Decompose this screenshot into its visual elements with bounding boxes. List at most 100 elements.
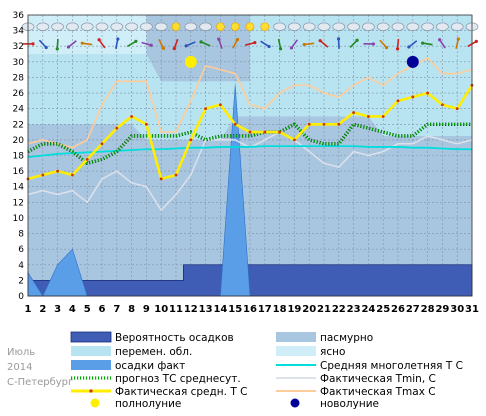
- legend-swatch-overcast: [276, 332, 316, 342]
- wind-arrow-head-icon-day-5: [80, 41, 84, 45]
- fact-mean-point-14: [219, 103, 222, 107]
- fact-mean-point-18: [278, 130, 281, 134]
- wind-arrow-head-icon-day-26: [395, 47, 400, 51]
- cloud-icon-day-2: [36, 22, 50, 31]
- series-line-longterm-mean: [27, 145, 472, 158]
- y-tick-label-6: 6: [18, 245, 24, 255]
- y-tick-label-0: 0: [18, 292, 24, 302]
- cloud-icon-day-6: [95, 22, 109, 31]
- cloud-icon-day-19: [288, 22, 301, 31]
- x-tick-label-14: 14: [213, 304, 227, 315]
- x-tick-label-3: 3: [54, 304, 61, 315]
- wind-arrow-icon-day-6: [98, 39, 106, 49]
- x-tick-label-7: 7: [113, 304, 120, 315]
- x-tick-label-15: 15: [228, 304, 242, 315]
- cloud-icon-day-20: [302, 22, 316, 31]
- fact-mean-point-21: [322, 122, 326, 126]
- y-tick-label-32: 32: [13, 42, 24, 52]
- x-tick-label-29: 29: [435, 304, 449, 315]
- fact-mean-point-11: [174, 173, 178, 177]
- wind-arrow-head-icon-day-15: [235, 37, 240, 42]
- y-tick-label-28: 28: [13, 73, 25, 83]
- wind-arrow-head-icon-day-8: [134, 39, 138, 43]
- x-tick-label-20: 20: [302, 304, 316, 315]
- fact-mean-point-23: [352, 111, 355, 114]
- caption-year: 2014: [7, 362, 32, 373]
- marker-full-moon: [184, 55, 197, 68]
- fact-mean-point-6: [100, 142, 104, 146]
- fact-mean-point-17: [263, 130, 267, 134]
- wind-arrow-icon-day-3: [56, 38, 59, 49]
- wind-arrow-icon-day-27: [408, 40, 418, 48]
- fact-mean-point-24: [367, 115, 370, 118]
- wind-arrow-icon-day-19: [290, 39, 298, 49]
- fact-mean-point-3: [56, 169, 59, 173]
- x-tick-label-8: 8: [128, 304, 135, 315]
- wind-arrow-icon-day-8: [126, 40, 137, 48]
- fact-mean-point-22: [337, 122, 341, 126]
- fact-mean-point-29: [441, 103, 444, 107]
- series-precip-probability: [27, 264, 473, 297]
- wind-arrow-icon-day-25: [379, 39, 388, 49]
- wind-arrow-head-icon-day-24: [371, 42, 375, 46]
- series-line-tmax: [27, 57, 473, 149]
- legend-swatch-variable: [71, 346, 111, 356]
- wind-arrow-head-icon-day-17: [267, 44, 271, 49]
- wind-arrow-head-icon-day-28: [421, 41, 425, 45]
- caption-city: С-Петербург: [7, 377, 73, 388]
- legend-swatch-fact-mean-dot: [89, 389, 93, 393]
- cloud-icon-day-27: [406, 22, 420, 31]
- wind-arrow-head-icon-day-31: [474, 39, 478, 43]
- cloud-icon-day-4: [66, 22, 79, 31]
- x-tick-label-26: 26: [391, 304, 405, 315]
- wind-arrow-head-icon-day-12: [184, 44, 188, 48]
- y-tick-label-8: 8: [18, 230, 24, 240]
- cloud-icon-day-30: [450, 22, 464, 31]
- legend: Вероятность осадков пасмурно перемен. об…: [70, 331, 463, 410]
- wind-arrow-icon-day-18: [277, 38, 282, 49]
- wind-arrow-icon-day-21: [319, 40, 329, 48]
- wind-arrow-icon-day-12: [185, 41, 196, 47]
- sun-icon-day-16: [245, 22, 255, 32]
- cloud-icon-day-10: [154, 22, 168, 31]
- wind-arrow-head-icon-day-14: [217, 37, 221, 41]
- x-tick-label-6: 6: [99, 304, 106, 315]
- wind-arrow-head-icon-day-11: [172, 46, 176, 51]
- x-tick-label-11: 11: [169, 304, 183, 315]
- x-tick-label-30: 30: [450, 304, 464, 315]
- caption-month: Июль: [7, 347, 35, 358]
- wind-arrow-icon-day-22: [337, 38, 340, 49]
- wind-arrow-head-icon-day-10: [161, 46, 166, 50]
- wind-arrow-icon-day-29: [438, 39, 446, 49]
- cloud-icon-day-24: [362, 22, 375, 31]
- fact-mean-point-12: [189, 138, 193, 142]
- x-tick-label-18: 18: [273, 304, 287, 315]
- x-tick-label-2: 2: [39, 304, 46, 315]
- wind-arrow-icon-day-17: [260, 40, 270, 48]
- legend-swatch-clear: [276, 346, 316, 356]
- cloud-icon-day-29: [436, 22, 449, 31]
- wind-arrow-head-icon-day-29: [438, 38, 442, 42]
- y-tick-label-36: 36: [13, 11, 25, 21]
- legend-swatch-precip-fact: [71, 360, 111, 370]
- legend-label-full-moon: полнолуние: [115, 398, 181, 410]
- y-tick-label-18: 18: [13, 152, 25, 162]
- x-tick-label-31: 31: [465, 304, 479, 315]
- cloud-icon-day-12: [184, 22, 198, 31]
- wind-arrow-head-icon-day-4: [66, 45, 71, 49]
- x-tick-label-24: 24: [361, 304, 375, 315]
- x-tick-label-23: 23: [347, 304, 361, 315]
- cloud-icon-day-18: [273, 22, 286, 31]
- x-tick-label-10: 10: [154, 304, 168, 315]
- x-tick-label-5: 5: [84, 304, 91, 315]
- fact-mean-point-9: [145, 122, 148, 126]
- plot-frame: [27, 14, 473, 297]
- wind-arrow-icon-day-20: [304, 42, 315, 46]
- y-tick-label-2: 2: [18, 276, 24, 286]
- fact-mean-point-20: [307, 122, 311, 126]
- x-tick-label-1: 1: [25, 304, 32, 315]
- cloud-icon-day-23: [347, 22, 360, 31]
- fact-mean-point-2: [41, 173, 45, 177]
- y-tick-label-16: 16: [13, 167, 25, 177]
